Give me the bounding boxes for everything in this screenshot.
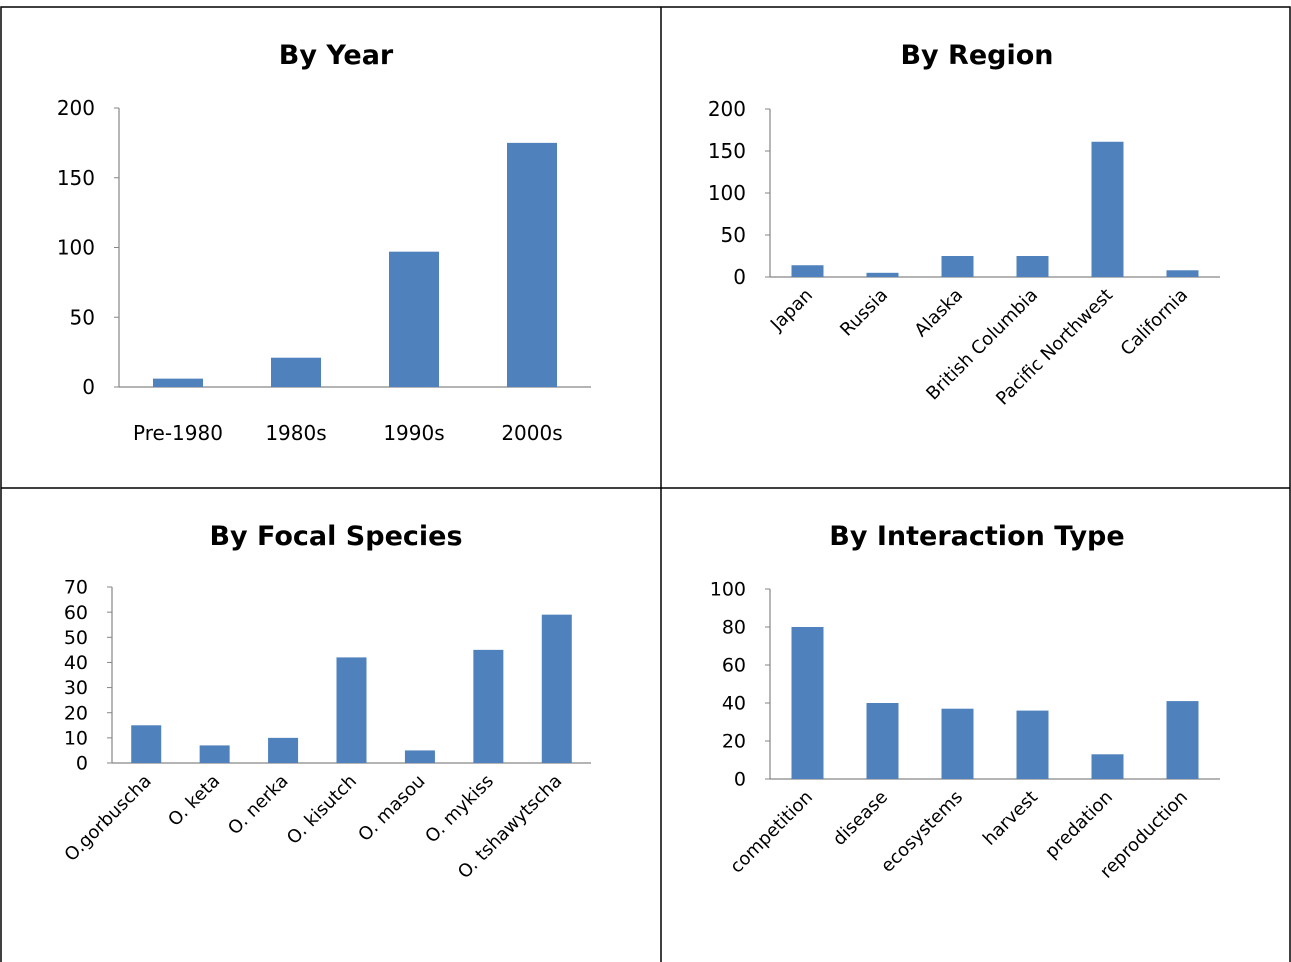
chart-title: By Focal Species	[209, 521, 462, 552]
y-tick-label: 150	[708, 139, 746, 163]
x-tick-label: O. nerka	[224, 771, 293, 840]
bar	[336, 657, 367, 763]
y-tick-label: 50	[64, 627, 88, 649]
x-tick-label: competition	[726, 787, 817, 878]
y-tick-label: 20	[722, 731, 746, 753]
y-tick-label: 100	[708, 181, 746, 205]
chart-panel-3: By Interaction Type 0 20 40 60 80 100 competiti…	[710, 521, 1220, 883]
y-tick-label: 50	[721, 223, 746, 247]
y-tick-label: 20	[64, 702, 88, 724]
bar	[541, 614, 572, 763]
y-tick-label: 70	[64, 577, 88, 599]
bar	[199, 745, 230, 763]
bar	[1166, 270, 1199, 277]
x-tick-label: 2000s	[501, 421, 562, 445]
outer-border	[0, 6, 1291, 962]
x-tick-label: O.gorbuscha	[61, 771, 156, 866]
y-tick-label: 100	[57, 236, 95, 260]
chart-title: By Interaction Type	[829, 521, 1124, 552]
x-tick-label: Russia	[836, 285, 892, 341]
y-tick-label: 100	[710, 579, 746, 601]
y-tick-label: 10	[64, 728, 88, 750]
bar	[791, 627, 824, 779]
bar	[404, 750, 435, 763]
bar	[1091, 754, 1124, 779]
y-tick-label: 30	[64, 677, 88, 699]
x-tick-label: Pre-1980	[133, 421, 223, 445]
chart-title: By Region	[900, 40, 1053, 71]
x-tick-label: O. keta	[164, 771, 224, 831]
bar	[941, 708, 974, 779]
x-tick-label: O. kisutch	[283, 771, 361, 849]
y-tick-label: 0	[82, 375, 95, 399]
x-tick-label: O. masou	[354, 771, 429, 846]
chart-panel-0: By Year 0 50 100 150 200 Pre-1980 1980s 1990s 200…	[57, 40, 591, 445]
x-tick-label: harvest	[979, 787, 1042, 850]
x-tick-label: Japan	[766, 285, 817, 336]
bar	[866, 272, 899, 277]
bar	[271, 357, 321, 387]
y-tick-label: 0	[76, 753, 88, 775]
bar	[1016, 710, 1049, 779]
y-tick-label: 150	[57, 166, 95, 190]
y-tick-label: 80	[722, 617, 746, 639]
y-tick-label: 50	[70, 305, 95, 329]
bar	[153, 378, 203, 387]
x-tick-label: predation	[1041, 787, 1117, 863]
bar	[268, 737, 299, 763]
y-tick-label: 0	[734, 769, 746, 791]
bar	[941, 256, 974, 277]
y-tick-label: 200	[57, 96, 95, 120]
bar	[1166, 701, 1199, 779]
chart-panel-2: By Focal Species 0 10 20 30 40 50 60 70 O.gorbusc…	[61, 521, 591, 883]
y-tick-label: 200	[708, 97, 746, 121]
bar	[1016, 256, 1049, 277]
x-tick-label: 1980s	[265, 421, 326, 445]
x-tick-label: disease	[829, 787, 892, 850]
bar	[1091, 141, 1124, 277]
bar	[131, 725, 162, 763]
bar	[389, 251, 439, 387]
x-tick-label: California	[1117, 285, 1192, 360]
y-tick-label: 0	[733, 265, 746, 289]
bar	[866, 703, 899, 779]
y-tick-label: 60	[722, 655, 746, 677]
x-tick-label: Alaska	[911, 285, 967, 341]
chart-title: By Year	[279, 40, 394, 71]
bar	[791, 265, 824, 277]
bar	[473, 649, 504, 763]
x-tick-label: 1990s	[383, 421, 444, 445]
y-tick-label: 40	[64, 652, 88, 674]
bar	[507, 142, 557, 387]
y-tick-label: 40	[722, 693, 746, 715]
y-tick-label: 60	[64, 602, 88, 624]
